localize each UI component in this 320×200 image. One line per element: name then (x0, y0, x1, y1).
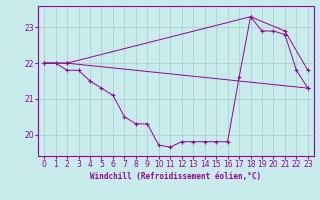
X-axis label: Windchill (Refroidissement éolien,°C): Windchill (Refroidissement éolien,°C) (91, 172, 261, 181)
